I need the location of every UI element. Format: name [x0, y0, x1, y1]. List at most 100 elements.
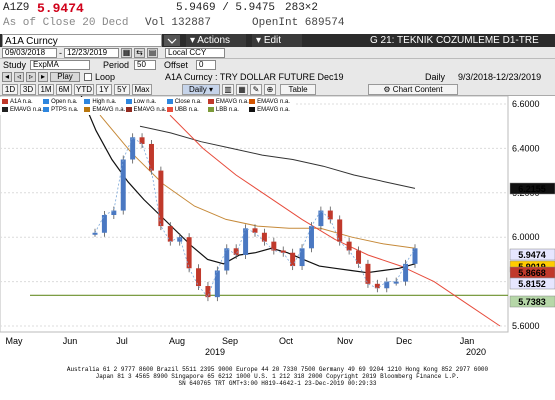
currency-select[interactable]: Local CCY: [165, 48, 225, 58]
legend-item: LBB n.a.: [207, 106, 239, 114]
loop-checkbox[interactable]: [84, 73, 92, 81]
edit-menu[interactable]: ▾ Edit: [252, 34, 302, 47]
parabolic-sar: [94, 136, 416, 298]
footer-contacts-line2: Japan 81 3 4565 8900 Singapore 65 6212 1…: [95, 373, 460, 380]
legend-item: Low n.a.: [125, 98, 157, 106]
legend-item: PTPS n.a.: [43, 106, 79, 114]
play-button[interactable]: Play: [50, 72, 80, 82]
period-button-ytd[interactable]: YTD: [74, 84, 94, 95]
swap-icon[interactable]: ⇆: [134, 48, 145, 58]
candle-body: [299, 248, 305, 267]
y-tick-label: 6.4000: [512, 143, 540, 153]
candle-body: [158, 170, 164, 227]
legend-label: EMAVG n.a.: [92, 107, 126, 113]
period-button-3d[interactable]: 3D: [20, 84, 36, 95]
candle-body: [365, 263, 371, 284]
price-tag: [509, 248, 555, 261]
period-button-5y[interactable]: 5Y: [114, 84, 130, 95]
end-date-field[interactable]: 12/23/2019: [64, 48, 119, 58]
y-tick-label: 5.6000: [512, 321, 540, 331]
study-label: Study: [3, 60, 27, 70]
candle-body: [384, 281, 390, 289]
period-button-6m[interactable]: 6M: [56, 84, 72, 95]
quote-header: A1Z9 5.9474 5.9469 / 5.9475 283×2 As of …: [0, 0, 555, 34]
frequency-select[interactable]: Daily ▾: [182, 84, 220, 95]
legend-item: EMAVG n.a.: [249, 106, 290, 114]
candle-body: [412, 248, 418, 264]
legend-label: Close n.a.: [174, 99, 202, 105]
legend-item: EMAVG n.a.: [249, 98, 290, 106]
period-toolbar: 1D 3D 1M 6M YTD 1Y 5Y Max Daily ▾ ▥ ▦ ✎ ⊕ Table…: [0, 83, 555, 96]
legend-label: A1A n.a.: [10, 99, 33, 105]
candle-body: [186, 237, 192, 269]
offset-field[interactable]: 0: [196, 60, 216, 70]
period-button-1d[interactable]: 1D: [2, 84, 18, 95]
legend-label: EMAVG n.a.: [215, 99, 249, 105]
candle-body: [308, 226, 314, 249]
price-tag-label: 5.8668: [518, 268, 546, 278]
calendar-icon[interactable]: ▦: [121, 48, 132, 58]
x-tick-label: Dec: [396, 336, 413, 346]
date-separator: -: [59, 48, 62, 58]
bloomberg-footer: Australia 61 2 9777 8600 Brazil 5511 239…: [0, 366, 555, 400]
candle-body: [233, 248, 239, 255]
legend-label: Open n.a.: [51, 99, 78, 105]
price-chart[interactable]: 6.60006.40006.20006.00005.80005.6000MayJ…: [0, 92, 555, 357]
candle-body: [261, 232, 267, 242]
rewind-icon[interactable]: ◂: [2, 72, 12, 82]
candle-body: [346, 241, 352, 251]
legend-swatch: [43, 106, 50, 112]
candle-body: [92, 232, 98, 235]
legend-label: LBB n.a.: [215, 107, 239, 113]
chevron-down-icon: ▾: [256, 35, 264, 46]
x-tick-label: Nov: [337, 336, 354, 346]
ticker-symbol: A1Z9: [3, 2, 30, 14]
ema-long-line: [139, 125, 416, 189]
chart-content-button[interactable]: ⚙ Chart Content: [368, 84, 458, 95]
legend-label: Low n.a.: [133, 99, 157, 105]
period-button-max[interactable]: Max: [132, 84, 152, 95]
bar-style-icon[interactable]: ▦: [236, 84, 248, 95]
x-tick-label: Jul: [116, 336, 128, 346]
price-tag-label: 6.2155: [518, 184, 546, 194]
step-forward-icon[interactable]: ▹: [26, 72, 36, 82]
legend-label: EMAVG n.a.: [133, 107, 167, 113]
frequency-label: Daily: [425, 72, 446, 82]
start-date-field[interactable]: 09/03/2018: [2, 48, 57, 58]
candle-body: [148, 143, 154, 171]
chart-security-title: A1A Curncy : TRY DOLLAR FUTURE Dec19: [165, 72, 344, 82]
y-tick-label: 6.6000: [512, 99, 540, 109]
legend-swatch: [207, 106, 214, 112]
price-tag: [509, 295, 555, 308]
step-back-icon[interactable]: ◃: [14, 72, 24, 82]
legend-swatch: [166, 98, 173, 104]
chart-type-icon[interactable]: ▥: [222, 84, 234, 95]
legend-label: High n.a.: [92, 99, 117, 105]
price-tag: [509, 182, 555, 195]
actions-menu[interactable]: ▾ Actions: [186, 34, 246, 47]
period-button-1y[interactable]: 1Y: [96, 84, 112, 95]
study-select[interactable]: ExpMA: [30, 60, 90, 70]
zoom-icon[interactable]: ⊕: [264, 84, 276, 95]
candle-body: [177, 237, 183, 242]
x-tick-label: Sep: [222, 336, 238, 346]
fast-forward-icon[interactable]: ▸: [38, 72, 48, 82]
legend-item: A1A n.a.: [2, 98, 33, 106]
candle-body: [374, 283, 380, 289]
draw-tool-icon[interactable]: ✎: [250, 84, 262, 95]
table-button[interactable]: Table: [280, 84, 316, 95]
candle-body: [271, 241, 277, 251]
period-button-1m[interactable]: 1M: [38, 84, 54, 95]
trend-line: [169, 114, 501, 327]
candle-body: [337, 219, 343, 242]
range-icon[interactable]: ▤: [147, 48, 158, 58]
bid-ask-size: 283×2: [285, 2, 319, 14]
legend-swatch: [249, 98, 256, 104]
legend-swatch: [207, 98, 214, 104]
candle-body: [139, 137, 145, 144]
security-input[interactable]: A1A Curncy: [2, 34, 162, 47]
security-dropdown-icon[interactable]: [164, 35, 180, 46]
candle-body: [205, 286, 211, 298]
candle-body: [280, 250, 286, 253]
period-field[interactable]: 50: [134, 60, 156, 70]
